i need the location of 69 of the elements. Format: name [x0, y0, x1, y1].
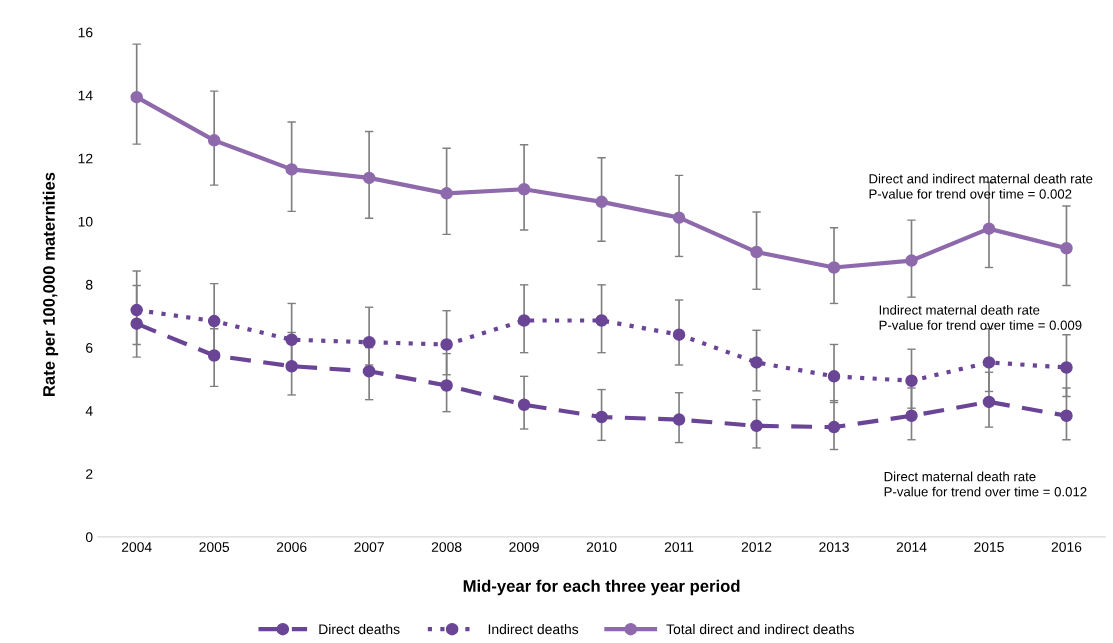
point [905, 374, 918, 387]
point [362, 171, 376, 185]
x-tick-label: 2007 [354, 542, 384, 552]
x-tick-label: 2013 [819, 542, 849, 552]
point [285, 333, 298, 346]
y-tick-label: 14 [78, 90, 93, 101]
point [982, 395, 996, 409]
point [517, 398, 531, 411]
point [440, 338, 453, 351]
point [982, 356, 996, 369]
annotation: Indirect maternal death rate P-value for trend over time = 0.009 [879, 305, 1082, 330]
point [750, 356, 763, 369]
point [905, 254, 918, 267]
point [440, 187, 453, 200]
point [130, 317, 143, 330]
point [595, 314, 608, 327]
annotation: Direct and indirect maternal death rate P-value for trend over time = 0.002 [869, 173, 1093, 199]
point [827, 261, 841, 274]
point [595, 410, 608, 424]
y-tick-label: 6 [86, 342, 93, 353]
y-tick-label: 4 [85, 406, 93, 416]
point [672, 328, 686, 341]
x-axis-title: Mid-year for each three year period [463, 579, 740, 596]
point [130, 90, 143, 104]
y-axis-title: Rate per 100,000 maternities [42, 172, 59, 396]
point [1060, 361, 1073, 374]
point [672, 211, 686, 224]
point [285, 359, 298, 373]
legend-label: Total direct and indirect deaths [666, 623, 855, 635]
x-tick-label: 2015 [974, 542, 1004, 552]
annotation: Direct maternal death rate P-value for trend over time = 0.012 [884, 471, 1087, 497]
point [207, 349, 221, 362]
x-tick-label: 2006 [276, 542, 307, 552]
y-tick-label: 16 [78, 27, 93, 38]
point [672, 413, 686, 426]
y-tick-label: 2 [86, 469, 93, 479]
point [207, 314, 221, 328]
point [130, 303, 143, 317]
point [517, 314, 531, 327]
x-tick-label: 2011 [664, 542, 694, 552]
point [285, 163, 298, 176]
x-tick-label: 2004 [121, 542, 152, 552]
x-tick-label: 2010 [586, 542, 617, 552]
y-tick-label: 10 [78, 216, 93, 227]
point [1060, 409, 1073, 423]
y-tick-label: 0 [85, 532, 93, 543]
legend-label: Direct deaths [319, 623, 400, 635]
point [595, 195, 608, 209]
point [207, 134, 221, 147]
point [517, 183, 531, 196]
point [440, 379, 453, 392]
point [827, 420, 841, 434]
y-tick-label: 12 [78, 153, 93, 164]
point [362, 365, 376, 378]
point [827, 370, 841, 383]
point [362, 336, 376, 349]
y-tick-label: 8 [85, 279, 93, 290]
legend-label: Indirect deaths [488, 623, 579, 635]
point [905, 409, 918, 423]
point [1060, 241, 1073, 255]
point [750, 245, 763, 259]
x-tick-label: 2012 [741, 542, 772, 552]
x-tick-label: 2009 [509, 542, 539, 552]
x-tick-label: 2014 [896, 542, 927, 552]
x-tick-label: 2016 [1051, 542, 1082, 552]
x-tick-label: 2005 [199, 542, 230, 552]
point [750, 419, 763, 433]
point [982, 222, 996, 235]
x-tick-label: 2008 [431, 542, 462, 552]
